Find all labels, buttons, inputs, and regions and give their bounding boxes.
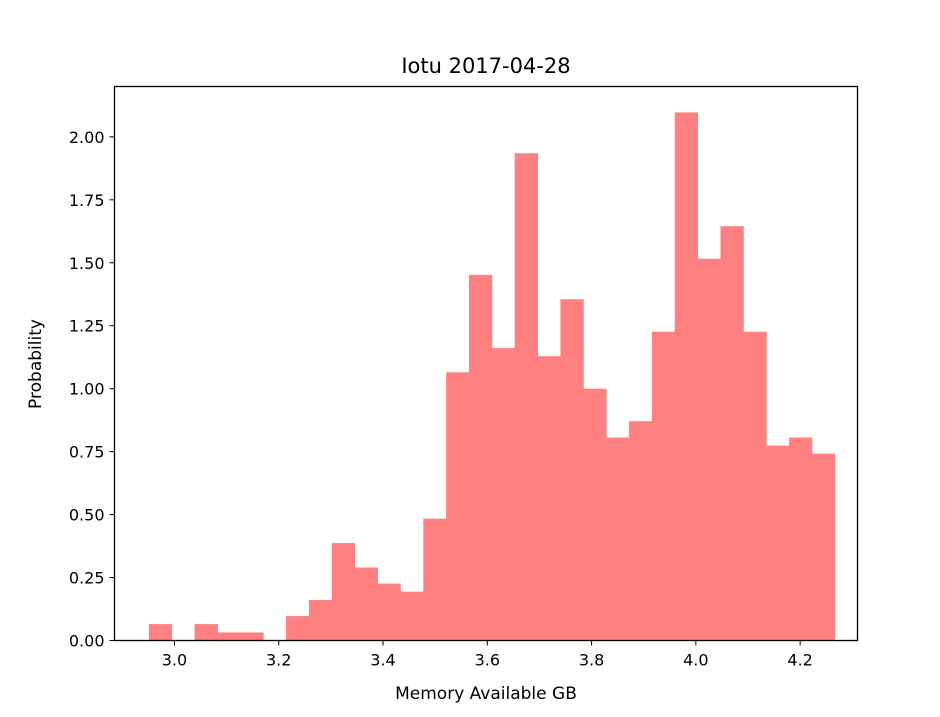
histogram-bar	[400, 591, 424, 641]
x-tick-label: 4.0	[683, 651, 708, 670]
x-tick-label: 3.0	[162, 651, 187, 670]
histogram-bar	[354, 567, 378, 641]
histogram-bar	[217, 632, 241, 641]
x-tick-label: 3.8	[579, 651, 604, 670]
y-tick-label: 0.50	[69, 506, 105, 525]
y-axis-label: Probability	[26, 319, 46, 409]
bars-group	[148, 112, 836, 641]
histogram-bar	[651, 331, 676, 641]
histogram-bar	[766, 445, 790, 641]
histogram-bar	[811, 453, 836, 641]
y-tick-label: 1.00	[69, 380, 105, 399]
histogram-bar	[148, 624, 173, 641]
histogram-bar	[308, 599, 333, 641]
histogram-bar	[743, 331, 767, 641]
x-tick-label: 3.6	[475, 651, 500, 670]
histogram-bar	[446, 372, 470, 641]
plot-frame	[113, 85, 859, 642]
histogram-bar	[629, 421, 653, 641]
histogram-bar	[560, 299, 584, 641]
histogram-bar	[697, 258, 721, 641]
y-tick-label: 2.00	[69, 128, 105, 147]
histogram-bar	[469, 274, 493, 641]
histogram-bar	[537, 356, 561, 641]
y-tick-label: 1.50	[69, 254, 105, 273]
y-tick-label: 0.75	[69, 443, 105, 462]
histogram-bar	[240, 632, 264, 641]
histogram-bar	[720, 226, 744, 641]
x-tick-label: 3.2	[266, 651, 291, 670]
x-axis-label: Memory Available GB	[395, 684, 577, 704]
y-axis-ticks: 0.00 0.25 0.50 0.75 1.00 1.25 1.50 1.75 2.00	[69, 128, 115, 651]
histogram-bar	[423, 518, 447, 641]
y-tick-label: 0.00	[69, 632, 105, 651]
histogram-bar	[491, 348, 516, 641]
histogram-bar	[514, 153, 538, 641]
y-tick-label: 1.75	[69, 191, 105, 210]
histogram-bar	[583, 388, 607, 641]
x-tick-label: 4.2	[787, 651, 812, 670]
histogram-bar	[789, 437, 813, 641]
x-tick-label: 3.4	[370, 651, 395, 670]
histogram-bar	[377, 583, 401, 641]
histogram-bar	[194, 624, 218, 641]
y-tick-label: 1.25	[69, 317, 105, 336]
histogram-bar	[606, 437, 630, 641]
x-axis-ticks: 3.0 3.2 3.4 3.6 3.8 4.0 4.2	[162, 640, 813, 670]
histogram-bar	[331, 543, 356, 641]
y-tick-label: 0.25	[69, 569, 105, 588]
histogram-bar	[674, 112, 699, 641]
histogram-bar	[286, 616, 310, 641]
chart-title: Iotu 2017-04-28	[401, 54, 570, 78]
